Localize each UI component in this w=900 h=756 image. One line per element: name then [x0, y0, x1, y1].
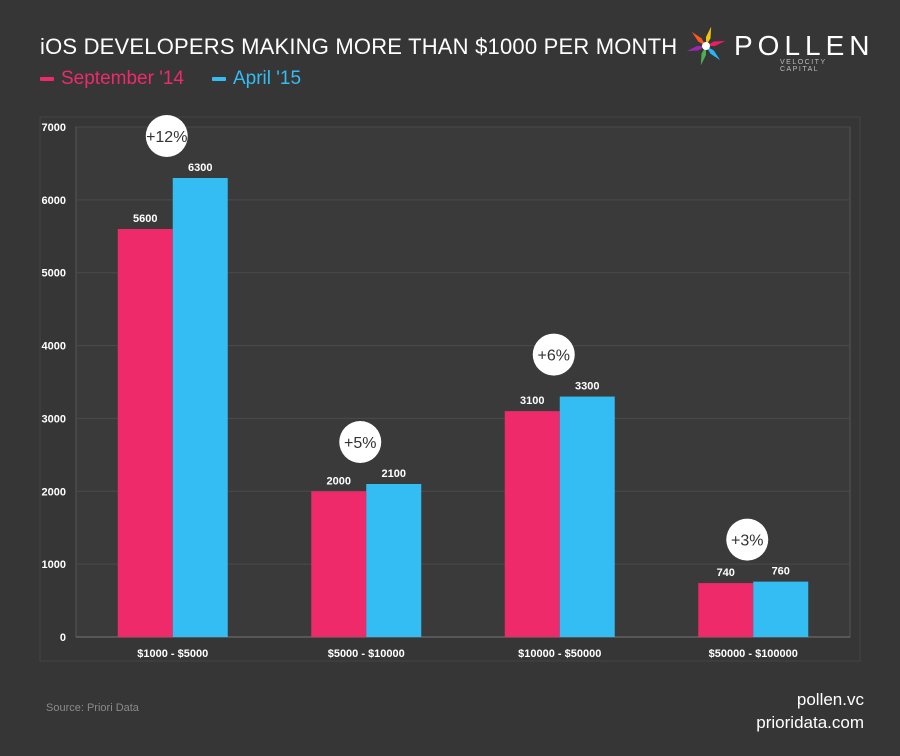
bar-value-label: 5600: [133, 213, 157, 225]
change-bubble: [726, 518, 769, 561]
x-tick-label: $1000 - $5000: [137, 648, 208, 660]
y-tick-label: 2000: [42, 486, 66, 498]
y-tick-label: 7000: [42, 122, 66, 134]
pollen-logo: POLLEN VELOCITY CAPITAL: [684, 24, 870, 73]
change-bubble: [339, 421, 382, 463]
change-bubble: [532, 333, 575, 376]
logo-petal: [706, 40, 726, 46]
change-label: +5%: [344, 435, 376, 452]
chart-frame: [39, 116, 861, 662]
logo-tagline: VELOCITY CAPITAL: [780, 59, 827, 73]
bar-series1: [504, 411, 560, 637]
legend-swatch-series1: [40, 77, 54, 81]
legend-item-series1: September '14: [40, 68, 184, 90]
x-tick-label: $5000 - $10000: [328, 648, 405, 660]
legend-label-series1: September '14: [61, 68, 184, 89]
logo-center: [702, 42, 710, 50]
logo-petal: [686, 46, 706, 52]
bar-series2: [366, 484, 422, 637]
y-tick-label: 1000: [42, 559, 66, 571]
change-label: +3%: [731, 533, 763, 550]
logo-petal: [700, 46, 706, 66]
logo-petal: [706, 46, 721, 61]
bar-value-label: 2000: [327, 475, 351, 487]
legend-label-series2: April '15: [232, 68, 302, 89]
x-tick-label: $10000 - $50000: [518, 648, 601, 660]
y-tick-label: 5000: [42, 268, 66, 280]
y-tick-label: 4000: [42, 341, 66, 353]
chart-title: iOS DEVELOPERS MAKING MORE THAN $1000 PE…: [40, 34, 678, 59]
bar-series1: [117, 229, 173, 637]
bar-value-label: 2100: [382, 468, 406, 480]
bar-value-label: 760: [772, 566, 790, 578]
legend-swatch-series2: [211, 77, 226, 81]
y-tick-label: 0: [60, 632, 66, 644]
bar-value-label: 3300: [575, 381, 599, 393]
change-label: +12%: [146, 129, 187, 146]
bar-series2: [559, 396, 615, 637]
y-tick-label: 6000: [42, 195, 66, 207]
bar-series2: [172, 178, 228, 637]
bar-value-label: 740: [717, 567, 735, 579]
bar-series2: [753, 581, 809, 637]
credit-pollen: pollen.vc: [796, 690, 864, 709]
x-tick-label: $50000 - $100000: [709, 648, 798, 660]
bar-series1: [698, 583, 754, 637]
bar-value-label: 6300: [188, 162, 212, 174]
change-label: +6%: [538, 348, 570, 365]
y-tick-label: 3000: [42, 413, 66, 425]
source-note: Source: Priori Data: [46, 702, 139, 714]
logo-petal: [706, 26, 712, 46]
bar-series1: [311, 491, 367, 637]
legend-item-series2: April '15: [211, 68, 302, 90]
bar-value-label: 3100: [520, 395, 544, 407]
credit-prioridata: prioridata.com: [756, 713, 864, 732]
logo-wordmark: POLLEN: [734, 30, 875, 61]
chart-legend: September '14 April '15: [40, 68, 301, 90]
change-bubble: [145, 115, 188, 157]
logo-petal: [691, 31, 706, 46]
pollen-star-icon: [686, 26, 726, 66]
credits: pollen.vc prioridata.com: [756, 688, 864, 734]
